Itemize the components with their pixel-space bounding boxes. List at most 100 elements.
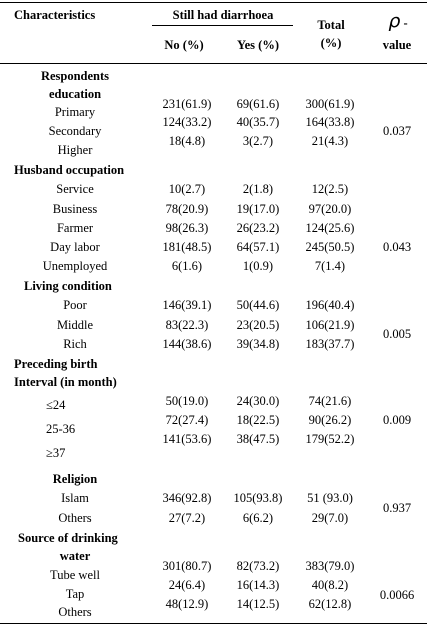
section-title-birth-interval: Preceding birth: [14, 357, 98, 371]
cell-yes: 26(23.2): [236, 221, 280, 235]
section-title-drinking-water: Source of drinking: [18, 531, 118, 545]
cell-yes: 14(12.5): [236, 597, 280, 611]
row-label: Service: [56, 182, 94, 196]
cell-no: 141(53.6): [162, 432, 212, 446]
cell-yes: 69(61.6): [236, 97, 280, 111]
cell-yes: 40(35.7): [236, 115, 280, 129]
row-label: Poor: [63, 298, 87, 312]
cell-p-value: 0.043: [382, 240, 412, 254]
row-label: Tap: [65, 587, 85, 601]
cell-yes: 19(17.0): [236, 202, 280, 216]
cell-no: 346(92.8): [162, 491, 212, 505]
cell-total: 164(33.8): [305, 115, 355, 129]
cell-no: 10(2.7): [168, 182, 206, 196]
cell-no: 124(33.2): [162, 115, 212, 129]
cell-no: 181(48.5): [162, 240, 212, 254]
row-label: Higher: [57, 143, 93, 157]
cell-no: 18(4.8): [168, 134, 206, 148]
row-label: Islam: [61, 491, 89, 505]
cell-no: 144(38.6): [162, 337, 212, 351]
row-label: ≤24: [46, 398, 66, 412]
section-title-drinking-water-2: water: [59, 549, 91, 563]
header-still-had-diarrhoea: Still had diarrhoea: [172, 8, 274, 22]
section-title-living-condition: Living condition: [24, 279, 112, 293]
cell-total: 29(7.0): [311, 511, 349, 525]
row-label: Primary: [54, 105, 96, 119]
cell-yes: 50(44.6): [236, 298, 280, 312]
cell-total: 74(21.6): [308, 394, 352, 408]
cell-total: 124(25.6): [305, 221, 355, 235]
cell-no: 50(19.0): [165, 394, 209, 408]
header-rho: ρ -: [388, 11, 407, 33]
cell-total: 90(26.2): [308, 413, 352, 427]
row-label: Others: [58, 511, 92, 525]
row-label: Unemployed: [42, 259, 108, 273]
cell-no: 78(20.9): [165, 202, 209, 216]
cell-no: 72(27.4): [165, 413, 209, 427]
cell-no: 98(26.3): [165, 221, 209, 235]
header-bottom-rule: [0, 63, 427, 64]
cell-total: 383(79.0): [305, 559, 355, 573]
row-label: Middle: [56, 318, 94, 332]
row-label: Tube well: [50, 568, 100, 582]
cell-p-value: 0.937: [382, 501, 412, 515]
cell-no: 231(61.9): [162, 97, 212, 111]
cell-total: 300(61.9): [305, 97, 355, 111]
section-title-husband-occupation: Husband occupation: [14, 163, 125, 177]
section-title-birth-interval-2: Interval (in month): [14, 375, 117, 389]
row-label: Farmer: [56, 221, 94, 235]
row-label: Rich: [63, 337, 87, 351]
top-rule: [0, 2, 427, 3]
header-total: Total: [317, 18, 345, 32]
cell-no: 146(39.1): [162, 298, 212, 312]
cell-total: 21(4.3): [311, 134, 349, 148]
cell-yes: 39(34.8): [236, 337, 280, 351]
cell-total: 51 (93.0): [307, 491, 353, 505]
header-no: No (%): [164, 38, 204, 52]
header-total-pct: (%): [320, 36, 342, 50]
cell-yes: 23(20.5): [236, 318, 280, 332]
cell-no: 6(1.6): [171, 259, 203, 273]
cell-yes: 64(57.1): [236, 240, 280, 254]
row-label: Day labor: [50, 240, 100, 254]
cell-p-value: 0.005: [382, 327, 412, 341]
row-label: 25-36: [46, 422, 76, 436]
cell-p-value: 0.009: [382, 413, 412, 427]
cell-yes: 3(2.7): [242, 134, 274, 148]
bottom-rule: [0, 623, 427, 624]
row-label: ≥37: [46, 446, 66, 460]
cell-no: 27(7.2): [168, 511, 206, 525]
cell-yes: 105(93.8): [233, 491, 283, 505]
cell-total: 40(8.2): [311, 578, 349, 592]
cell-yes: 82(73.2): [236, 559, 280, 573]
section-title-education: Respondents: [40, 69, 110, 83]
cell-total: 97(20.0): [308, 202, 352, 216]
section-title-education-2: education: [48, 87, 102, 101]
header-yes: Yes (%): [236, 38, 280, 52]
cell-total: 183(37.7): [305, 337, 355, 351]
cell-no: 83(22.3): [165, 318, 209, 332]
cell-p-value: 0.0066: [379, 588, 415, 602]
cell-total: 196(40.4): [305, 298, 355, 312]
row-label: Business: [52, 202, 98, 216]
cell-total: 245(50.5): [305, 240, 355, 254]
cell-yes: 38(47.5): [236, 432, 280, 446]
row-label: Secondary: [48, 124, 102, 138]
cell-yes: 16(14.3): [236, 578, 280, 592]
cell-yes: 2(1.8): [242, 182, 274, 196]
cell-no: 24(6.4): [168, 578, 206, 592]
cell-total: 7(1.4): [314, 259, 346, 273]
rho-symbol: ρ: [388, 10, 401, 32]
cell-yes: 24(30.0): [236, 394, 280, 408]
cell-total: 62(12.8): [308, 597, 352, 611]
cell-no: 48(12.9): [165, 597, 209, 611]
cell-yes: 1(0.9): [242, 259, 274, 273]
cell-total: 179(52.2): [305, 432, 355, 446]
cell-total: 106(21.9): [305, 318, 355, 332]
cell-no: 301(80.7): [162, 559, 212, 573]
section-title-religion: Religion: [52, 472, 98, 486]
header-value: value: [382, 38, 412, 52]
rho-suffix: -: [400, 16, 408, 30]
cell-p-value: 0.037: [382, 124, 412, 138]
cell-yes: 18(22.5): [236, 413, 280, 427]
